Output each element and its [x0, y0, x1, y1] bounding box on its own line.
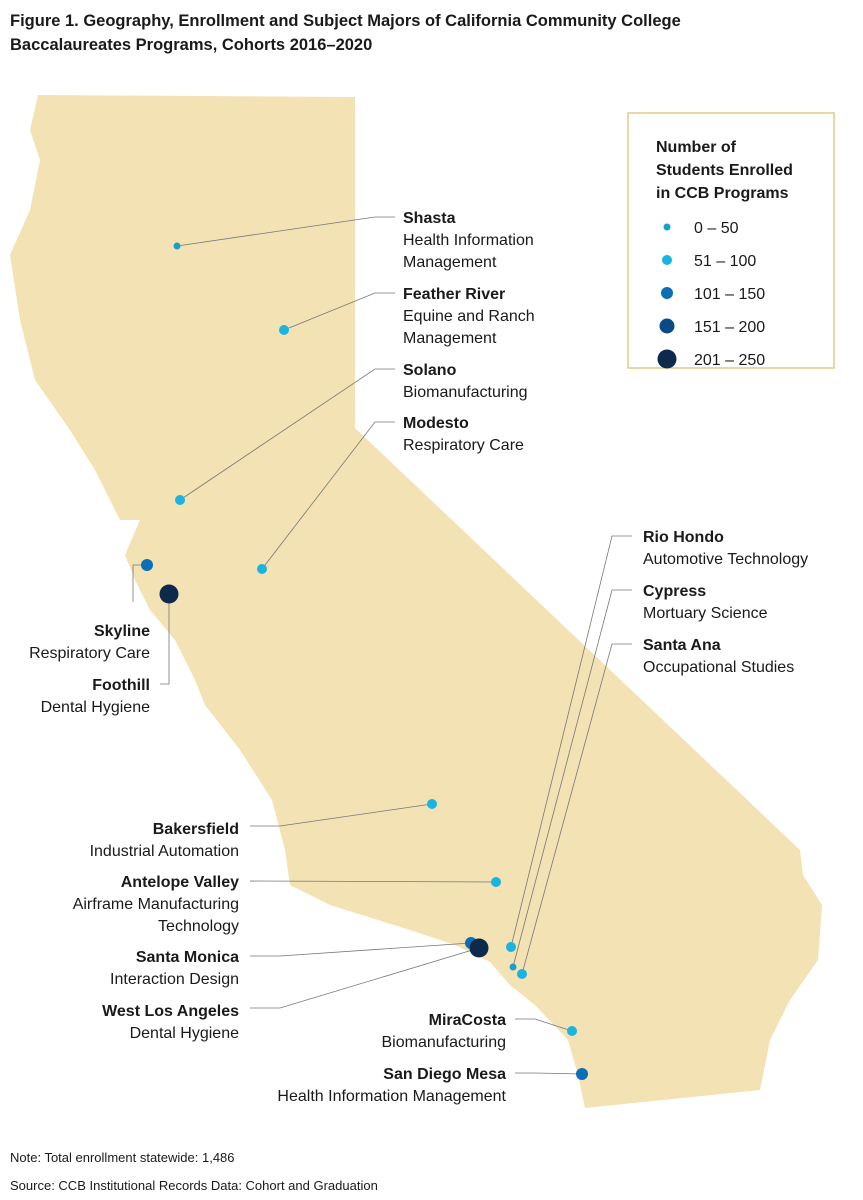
college-marker: [469, 938, 489, 958]
program-name: Management: [403, 254, 497, 271]
legend-marker: [657, 349, 677, 369]
college-name: Cypress: [643, 583, 706, 600]
leader-line: [250, 947, 480, 1009]
leader-line: [283, 292, 395, 331]
leader-line: [515, 1072, 583, 1075]
college-marker: [517, 969, 527, 979]
college-name: Bakersfield: [153, 821, 239, 838]
program-name: Health Information Management: [277, 1088, 506, 1105]
california-shape: [10, 95, 822, 1108]
legend-marker: [662, 255, 672, 265]
college-name: Modesto: [403, 415, 469, 432]
program-name: Management: [403, 330, 497, 347]
college-marker: [567, 1026, 577, 1036]
college-name: Foothill: [92, 677, 150, 694]
college-name: Skyline: [94, 623, 150, 640]
college-marker: [491, 877, 501, 887]
leader-line: [250, 803, 433, 827]
leader-line: [512, 589, 632, 968]
program-name: Airframe Manufacturing: [73, 896, 239, 913]
program-name: Dental Hygiene: [41, 699, 151, 716]
legend-marker: [659, 318, 675, 334]
college-name: Antelope Valley: [121, 874, 239, 891]
legend-marker: [661, 287, 673, 299]
program-name: Biomanufacturing: [381, 1034, 506, 1051]
college-name: Feather River: [403, 286, 505, 303]
college-name: MiraCosta: [429, 1012, 506, 1029]
college-marker: [257, 564, 267, 574]
legend-title: Number of: [656, 139, 737, 156]
program-name: Industrial Automation: [90, 843, 239, 860]
leader-line: [521, 643, 632, 975]
legend-label: 51 – 100: [694, 253, 756, 270]
leader-line: [250, 942, 472, 957]
program-name: Biomanufacturing: [403, 384, 528, 401]
leader-line: [249, 880, 497, 883]
leader-line: [515, 1018, 573, 1032]
college-name: Solano: [403, 362, 457, 379]
program-name: Interaction Design: [110, 971, 239, 988]
title-line: Baccalaureates Programs, Cohorts 2016–20…: [10, 36, 372, 54]
program-name: Dental Hygiene: [130, 1025, 240, 1042]
college-marker: [506, 942, 516, 952]
program-name: Respiratory Care: [29, 645, 150, 662]
college-marker: [159, 584, 179, 604]
leader-line: [510, 535, 632, 948]
college-name: Santa Ana: [643, 637, 721, 654]
leader-line: [179, 368, 395, 501]
program-name: Technology: [158, 918, 239, 935]
note: Note: Total enrollment statewide: 1,486: [10, 1150, 235, 1165]
program-name: Automotive Technology: [643, 551, 808, 568]
college-name: West Los Angeles: [102, 1003, 239, 1020]
leader-line: [160, 594, 170, 685]
college-marker: [576, 1068, 588, 1080]
program-name: Respiratory Care: [403, 437, 524, 454]
college-marker: [175, 495, 185, 505]
college-name: Santa Monica: [136, 949, 239, 966]
program-name: Occupational Studies: [643, 659, 794, 676]
college-marker: [427, 799, 437, 809]
college-marker: [279, 325, 289, 335]
program-name: Equine and Ranch: [403, 308, 535, 325]
legend-label: 101 – 150: [694, 286, 765, 303]
legend-label: 151 – 200: [694, 319, 765, 336]
college-marker: [509, 963, 517, 971]
source: Source: CCB Institutional Records Data: …: [10, 1178, 378, 1193]
legend-title: in CCB Programs: [656, 185, 789, 202]
legend-label: 201 – 250: [694, 352, 765, 369]
program-name: Health Information: [403, 232, 534, 249]
college-name: San Diego Mesa: [383, 1066, 506, 1083]
title-line: Figure 1. Geography, Enrollment and Subj…: [10, 12, 681, 30]
legend-box: [627, 112, 835, 369]
legend-marker: [663, 223, 671, 231]
college-marker: [141, 559, 153, 571]
program-name: Mortuary Science: [643, 605, 768, 622]
college-marker: [173, 242, 181, 250]
legend-label: 0 – 50: [694, 220, 739, 237]
leader-line: [176, 216, 395, 247]
legend-title: Students Enrolled: [656, 162, 793, 179]
college-name: Rio Hondo: [643, 529, 724, 546]
college-name: Shasta: [403, 210, 456, 227]
leader-line: [261, 421, 395, 570]
